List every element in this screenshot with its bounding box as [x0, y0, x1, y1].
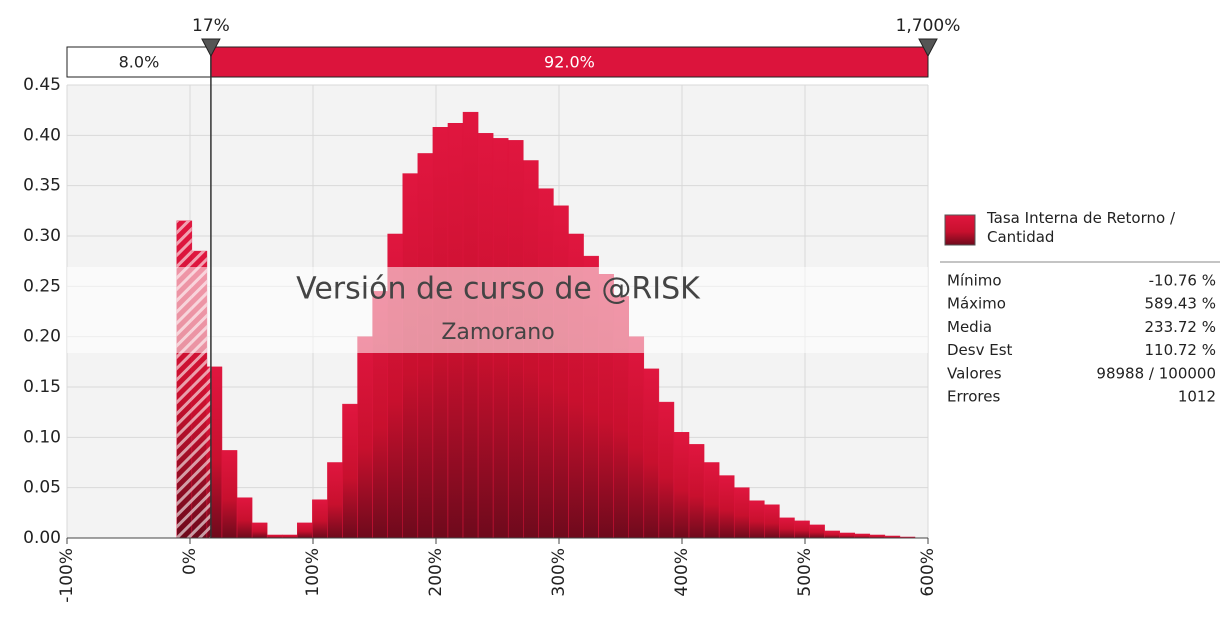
legend-label: Tasa Interna de Retorno / Cantidad [987, 209, 1176, 246]
bar [357, 336, 373, 539]
bar [553, 205, 569, 539]
y-tick-label: 0.30 [23, 226, 61, 246]
region-right [210, 46, 929, 78]
delimiter-label: 1,700% [896, 16, 961, 36]
bar [236, 497, 253, 539]
bar [703, 462, 720, 539]
y-tick-label: 0.15 [23, 377, 61, 397]
bar [297, 522, 313, 539]
stat-value: 110.72 % [1144, 341, 1216, 359]
bar [673, 432, 690, 539]
bar [809, 524, 825, 539]
bar [854, 533, 871, 539]
stat-value: 1012 [1178, 388, 1216, 406]
region-label: 92.0% [544, 53, 595, 72]
watermark-subtitle: Zamorano [441, 320, 554, 345]
x-tick-label: 0% [180, 548, 200, 575]
y-tick-label: 0.35 [23, 176, 61, 196]
x-tick-label: 600% [918, 548, 938, 597]
bar [342, 403, 358, 539]
stat-label: Valores [947, 364, 1002, 382]
delimiter-marker [201, 38, 221, 58]
bar [764, 504, 780, 539]
stat-value: 233.72 % [1144, 318, 1216, 336]
bar [643, 368, 660, 539]
delimiter-label: 17% [192, 16, 230, 36]
bar [327, 462, 343, 539]
y-tick-label: 0.05 [23, 478, 61, 498]
bar [688, 444, 705, 539]
stat-value: 589.43 % [1144, 295, 1216, 313]
x-tick-label: 100% [303, 548, 323, 597]
stat-value: -10.76 % [1149, 272, 1216, 290]
x-tick-label: 300% [549, 548, 569, 597]
y-tick-label: 0.45 [23, 75, 61, 95]
bar [221, 450, 238, 539]
region-label: 8.0% [119, 53, 160, 72]
bar [658, 401, 675, 539]
y-tick-label: 0.40 [23, 125, 61, 145]
stat-label: Máximo [947, 295, 1006, 313]
stat-value: 98988 / 100000 [1096, 364, 1216, 382]
delimiter-marker [918, 38, 938, 58]
bar [839, 532, 855, 539]
bar [794, 520, 810, 539]
bar [538, 188, 554, 539]
bar [824, 530, 840, 539]
legend-swatch [944, 214, 976, 246]
stat-label: Mínimo [947, 272, 1002, 290]
stat-label: Errores [947, 388, 1000, 406]
watermark-title: Versión de curso de @RISK [296, 272, 701, 307]
bar [749, 500, 765, 539]
stat-label: Media [947, 318, 992, 336]
bar [251, 522, 268, 539]
bar [628, 336, 645, 539]
stat-label: Desv Est [947, 341, 1013, 359]
y-tick-label: 0.00 [23, 528, 61, 548]
y-tick-label: 0.10 [23, 427, 61, 447]
bar [312, 499, 328, 539]
bar [718, 475, 735, 539]
bar [733, 487, 750, 539]
bar-hatch [206, 366, 211, 538]
x-tick-label: 400% [672, 548, 692, 597]
bar [402, 173, 419, 539]
y-tick-label: 0.20 [23, 327, 61, 347]
x-tick-label: 500% [795, 548, 815, 597]
bar [779, 517, 795, 539]
x-tick-label: -100% [57, 548, 77, 603]
y-tick-label: 0.25 [23, 276, 61, 296]
x-tick-label: 200% [426, 548, 446, 597]
